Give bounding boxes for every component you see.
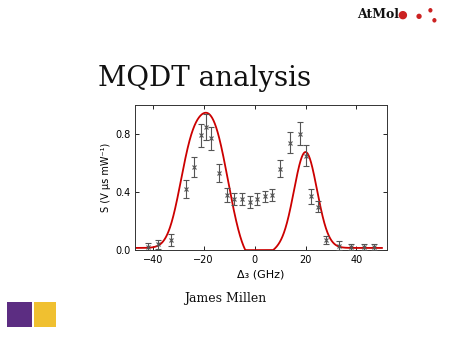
Y-axis label: S (V μs mW⁻¹): S (V μs mW⁻¹) bbox=[101, 143, 111, 212]
X-axis label: Δ₃ (GHz): Δ₃ (GHz) bbox=[237, 269, 285, 279]
Text: MQDT analysis: MQDT analysis bbox=[98, 65, 311, 92]
Bar bbox=[34, 302, 56, 327]
Text: AtMol: AtMol bbox=[357, 8, 399, 21]
Text: ●: ● bbox=[415, 13, 422, 19]
Text: ●: ● bbox=[398, 10, 408, 20]
Bar bbox=[7, 302, 32, 327]
Text: ●: ● bbox=[432, 17, 436, 22]
Text: ●: ● bbox=[428, 7, 432, 12]
Text: James Millen: James Millen bbox=[184, 292, 266, 305]
